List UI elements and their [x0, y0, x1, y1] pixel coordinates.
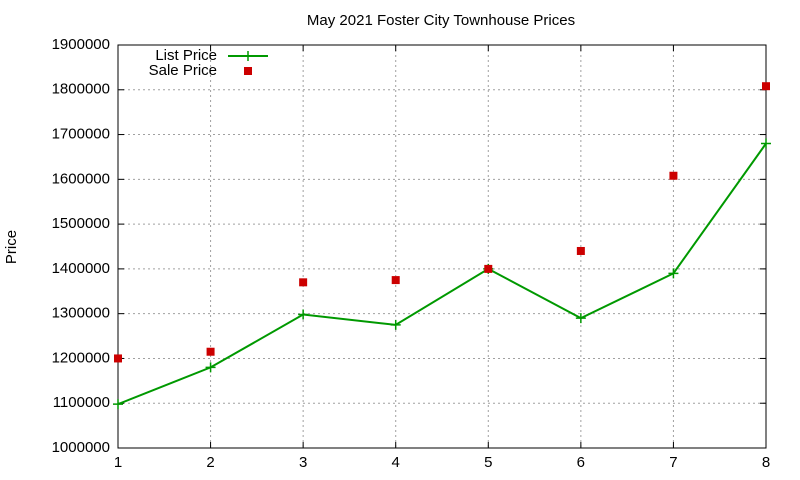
- legend-marker: [244, 67, 252, 75]
- x-tick-label: 2: [206, 454, 214, 471]
- point-marker: [114, 354, 122, 363]
- point-marker: [113, 399, 123, 410]
- point-marker: [575, 313, 586, 324]
- point-marker: [484, 264, 493, 273]
- legend-label: List Price: [155, 47, 217, 64]
- y-tick-label: 1200000: [52, 349, 110, 366]
- point-marker: [761, 138, 771, 149]
- x-tick-label: 1: [114, 454, 122, 471]
- y-tick-label: 1900000: [52, 36, 110, 53]
- series-line: [117, 142, 767, 406]
- point-marker: [390, 319, 401, 330]
- legend-marker: [243, 51, 253, 61]
- y-tick-label: 1500000: [52, 215, 110, 232]
- point-marker: [668, 268, 679, 279]
- x-tick-label: 6: [577, 454, 585, 471]
- y-tick-label: 1100000: [53, 394, 110, 411]
- point-marker: [206, 347, 215, 356]
- point-marker: [205, 362, 216, 373]
- y-tick-label: 1000000: [52, 439, 110, 456]
- legend-label: Sale Price: [149, 62, 217, 79]
- y-tick-label: 1300000: [52, 305, 110, 322]
- x-tick-label: 8: [762, 454, 770, 471]
- y-tick-label: 1400000: [52, 260, 110, 277]
- y-axis-label: Price: [3, 230, 20, 264]
- point-marker: [299, 278, 308, 287]
- x-tick-label: 7: [669, 454, 677, 471]
- x-tick-label: 5: [484, 454, 492, 471]
- point-marker: [576, 246, 585, 255]
- y-tick-label: 1800000: [52, 81, 110, 98]
- y-tick-label: 1600000: [52, 170, 110, 187]
- y-tick-label: 1700000: [52, 126, 110, 143]
- chart-title: May 2021 Foster City Townhouse Prices: [307, 12, 575, 29]
- x-tick-label: 4: [392, 454, 400, 471]
- point-marker: [298, 309, 309, 320]
- plot-frame: [117, 44, 767, 449]
- x-tick-label: 3: [299, 454, 307, 471]
- point-marker: [391, 276, 400, 285]
- point-marker: [762, 82, 770, 91]
- point-marker: [669, 171, 678, 180]
